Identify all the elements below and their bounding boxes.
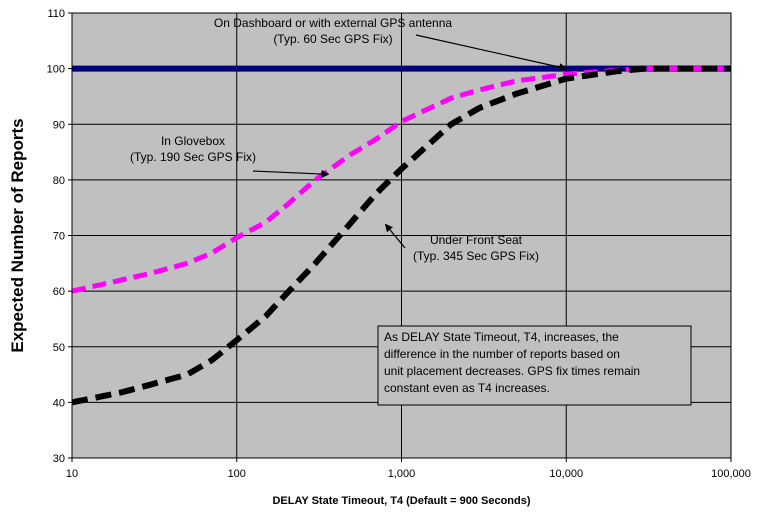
- annotation-line: (Typ. 60 Sec GPS Fix): [273, 32, 392, 46]
- note-line: difference in the number of reports base…: [384, 347, 620, 361]
- annotation-arrow: [252, 170, 330, 179]
- annotation-dashboard: On Dashboard or with external GPS antenn…: [214, 16, 568, 71]
- note-line: unit placement decreases. GPS fix times …: [384, 364, 640, 378]
- x-tick-label: 1,000: [388, 468, 416, 480]
- tick-layer: 30 40 50 60 70 80 90 100 110 10 100 1,000 10,000 100,…: [47, 8, 751, 480]
- x-tick-label: 10: [66, 468, 78, 480]
- annotation-glovebox: In Glovebox (Typ. 190 Sec GPS Fix): [130, 134, 330, 179]
- note-box: As DELAY State Timeout, T4, increases, t…: [377, 325, 692, 406]
- annotation-line: (Typ. 345 Sec GPS Fix): [413, 249, 539, 263]
- note-frame: [377, 325, 692, 406]
- x-tick-label: 10,000: [549, 468, 583, 480]
- y-tick-label: 50: [53, 342, 65, 354]
- y-tick-label: 60: [53, 286, 65, 298]
- x-tick-label: 100: [228, 468, 246, 480]
- note-line: As DELAY State Timeout, T4, increases, t…: [384, 330, 619, 344]
- y-axis-title: Expected Number of Reports: [8, 118, 27, 352]
- x-axis-title: DELAY State Timeout, T4 (Default = 900 S…: [272, 495, 530, 507]
- series-layer: [72, 65, 731, 406]
- y-tick-label: 90: [53, 119, 65, 131]
- annotation-line: (Typ. 190 Sec GPS Fix): [130, 150, 256, 164]
- annotation-layer: On Dashboard or with external GPS antenn…: [130, 16, 568, 263]
- annotation-arrow: [415, 34, 568, 71]
- x-tick-label: 100,000: [711, 468, 751, 480]
- annotation-line: On Dashboard or with external GPS antenn…: [214, 16, 452, 30]
- y-tick-label: 30: [53, 453, 65, 465]
- y-tick-label: 70: [53, 231, 65, 243]
- annotation-line: Under Front Seat: [430, 233, 523, 247]
- note-line: constant even as T4 increases.: [384, 381, 550, 395]
- annotation-line: In Glovebox: [161, 134, 225, 148]
- y-tick-label: 40: [53, 397, 65, 409]
- y-tick-label: 100: [47, 64, 65, 76]
- series-front-seat: [72, 65, 731, 406]
- annotation-front-seat: Under Front Seat (Typ. 345 Sec GPS Fix): [384, 223, 539, 263]
- y-tick-label: 80: [53, 175, 65, 187]
- series-glovebox: [72, 66, 731, 294]
- y-tick-label: 110: [47, 8, 65, 20]
- annotation-arrow: [384, 223, 406, 249]
